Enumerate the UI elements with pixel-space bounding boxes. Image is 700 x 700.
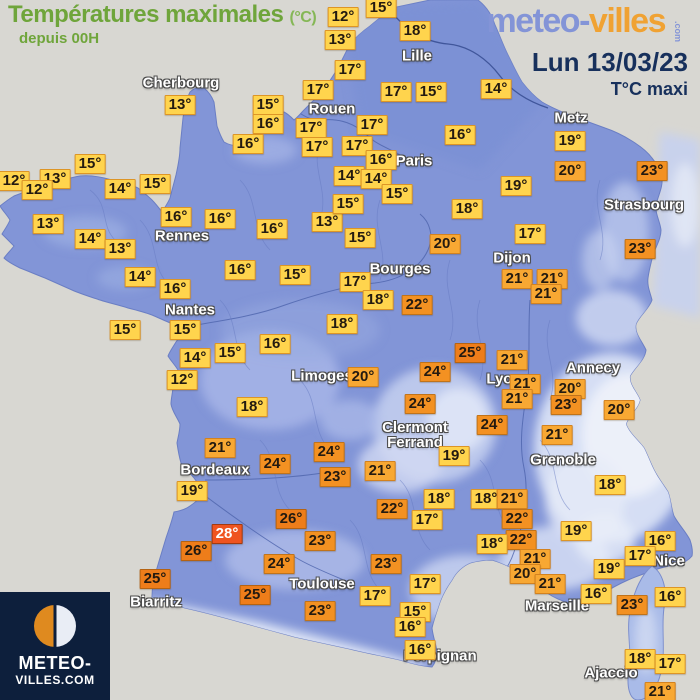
- footer-logo-line2: VILLES.COM: [15, 673, 95, 687]
- logo-orange-part: villes: [588, 2, 667, 40]
- sun-circle-icon: [34, 605, 76, 647]
- page-title-text: Températures maximales: [8, 1, 284, 28]
- meteo-villes-logo[interactable]: meteo-villes .com: [486, 2, 686, 42]
- date-sublabel: T°C maxi: [610, 79, 688, 99]
- logo-blue-part: meteo-: [486, 2, 590, 40]
- footer-logo-line1: METEO-: [18, 653, 92, 673]
- page-title-unit: (°C): [289, 9, 317, 26]
- brand-block: meteo-villes .com: [486, 2, 686, 42]
- date-label: Lun 13/03/23: [531, 47, 688, 77]
- page-title: Températures maximales (°C): [8, 1, 317, 29]
- logo-tld: .com: [672, 20, 683, 43]
- footer-logo[interactable]: METEO- VILLES.COM: [0, 592, 110, 700]
- page-subtitle: depuis 00H: [19, 30, 100, 47]
